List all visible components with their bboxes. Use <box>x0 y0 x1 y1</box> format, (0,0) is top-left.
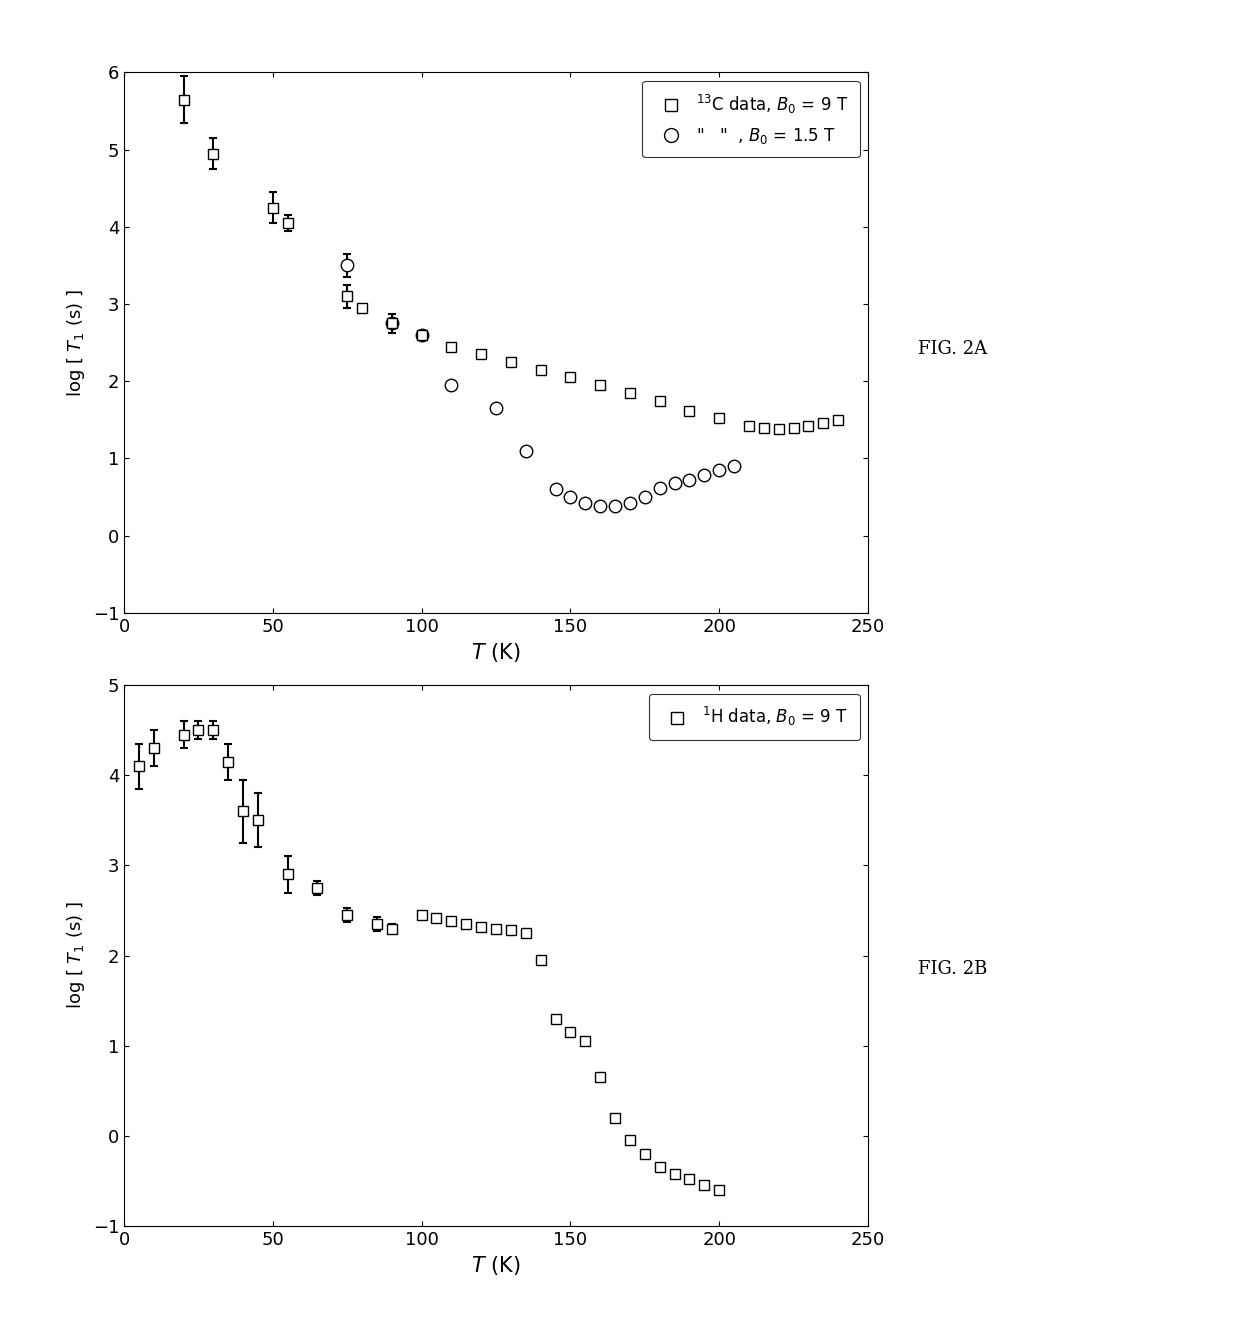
Legend: $^{13}$C data, $B_0$ = 9 T, "   "  , $B_0$ = 1.5 T: $^{13}$C data, $B_0$ = 9 T, " " , $B_0$ … <box>642 80 859 157</box>
Text: FIG. 2A: FIG. 2A <box>918 340 987 358</box>
X-axis label: $T$ (K): $T$ (K) <box>471 642 521 664</box>
Text: FIG. 2B: FIG. 2B <box>918 960 987 978</box>
Y-axis label: log [ $T_1$ (s) ]: log [ $T_1$ (s) ] <box>64 902 87 1010</box>
Y-axis label: log [ $T_1$ (s) ]: log [ $T_1$ (s) ] <box>64 289 87 397</box>
Legend: $^{1}$H data, $B_0$ = 9 T: $^{1}$H data, $B_0$ = 9 T <box>649 693 859 741</box>
X-axis label: $T$ (K): $T$ (K) <box>471 1255 521 1277</box>
